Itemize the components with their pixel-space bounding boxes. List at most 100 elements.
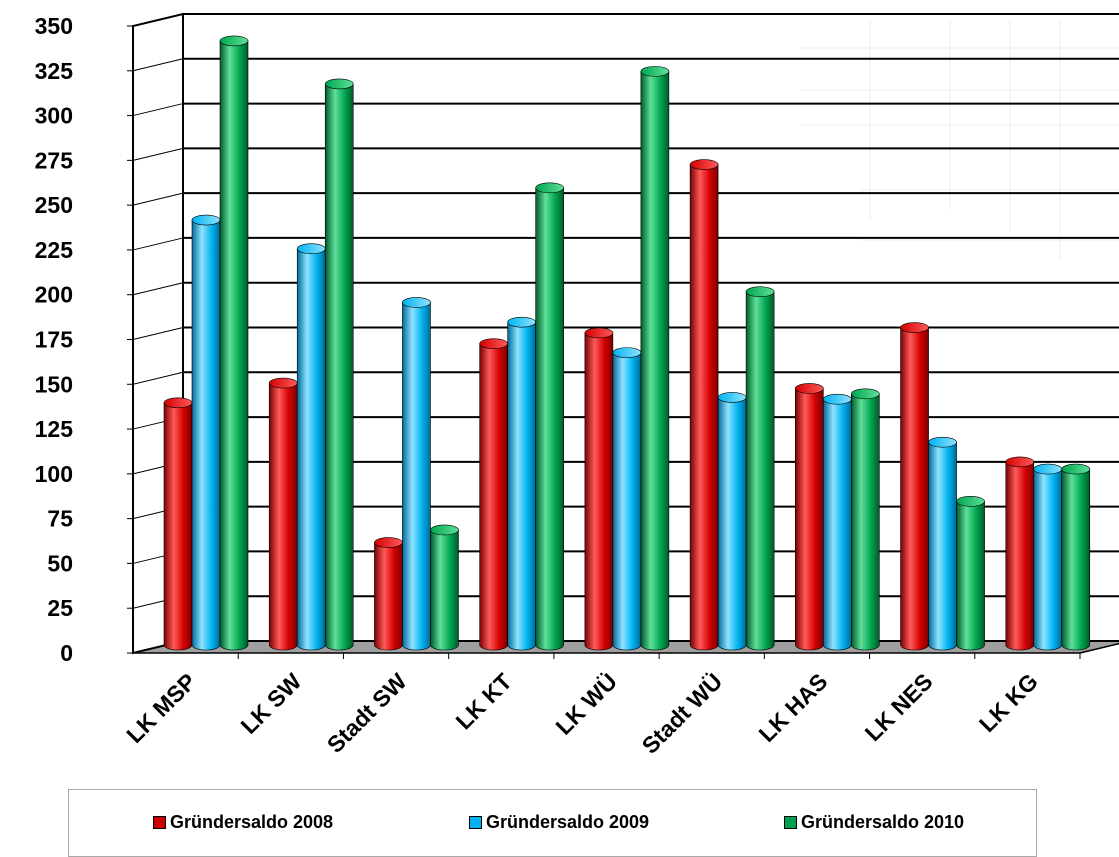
y-tick-label: 150: [35, 371, 73, 397]
x-tick-label: LK NES: [860, 668, 938, 746]
bar-cap-2-3: [536, 183, 564, 193]
bar-body-0-5: [690, 165, 718, 650]
y-axis-ticks: 0255075100125150175200225250275300325350: [35, 13, 133, 666]
bar-body-2-1: [325, 84, 353, 650]
bar-1-8: [1034, 464, 1062, 650]
legend-swatch-2010: [784, 816, 797, 829]
bar-0-0: [164, 398, 192, 650]
bar-body-0-7: [901, 328, 929, 650]
bar-body-0-3: [480, 344, 508, 650]
bar-cap-1-8: [1034, 464, 1062, 474]
background-grid-watermark: [800, 20, 1119, 260]
bar-0-4: [585, 328, 613, 650]
bar-body-0-0: [164, 403, 192, 650]
x-tick-label: LK KT: [451, 668, 517, 734]
y-tick-label: 350: [35, 13, 73, 39]
bar-1-3: [508, 317, 536, 650]
bar-2-2: [430, 525, 458, 650]
bar-cap-0-0: [164, 398, 192, 408]
bar-cap-0-2: [374, 538, 402, 548]
bar-body-1-4: [613, 353, 641, 650]
bar-body-1-1: [297, 249, 325, 650]
bar-cap-2-4: [641, 66, 669, 76]
legend-item-2009: Gründersaldo 2009: [469, 812, 649, 833]
bar-body-1-3: [508, 322, 536, 650]
bar-body-2-7: [957, 501, 985, 650]
bar-body-2-0: [220, 41, 248, 650]
y-tick-label: 325: [35, 58, 74, 84]
bar-body-2-8: [1062, 469, 1090, 650]
bar-cap-0-7: [901, 323, 929, 333]
bar-2-8: [1062, 464, 1090, 650]
bar-1-7: [929, 437, 957, 650]
legend-label-2008: Gründersaldo 2008: [170, 812, 333, 833]
bar-2-1: [325, 79, 353, 650]
y-tick-label: 50: [47, 550, 73, 576]
bar-body-0-1: [269, 383, 297, 650]
y-tick-label: 100: [35, 461, 73, 487]
x-tick-label: LK MSP: [121, 668, 201, 748]
bars: [164, 36, 1090, 650]
bar-body-0-6: [795, 388, 823, 650]
bar-cap-1-4: [613, 348, 641, 358]
bar-chart: 0 25 50 75 100 125 150 175 200 225 250 275 300 325 350…: [0, 0, 1119, 790]
y-tick-label: 275: [35, 147, 74, 173]
bar-cap-1-5: [718, 392, 746, 402]
bar-cap-1-0: [192, 215, 220, 225]
bar-cap-2-8: [1062, 464, 1090, 474]
bar-cap-2-6: [851, 389, 879, 399]
bar-body-1-7: [929, 442, 957, 650]
bar-cap-1-2: [402, 297, 430, 307]
x-tick-label: LK HAS: [754, 668, 833, 747]
bar-cap-2-1: [325, 79, 353, 89]
bar-body-0-8: [1006, 462, 1034, 650]
y-tick-label: 300: [35, 103, 73, 129]
bar-0-6: [795, 383, 823, 650]
bar-body-1-2: [402, 302, 430, 650]
bar-cap-0-8: [1006, 457, 1034, 467]
x-tick-label: Stadt WÜ: [637, 668, 728, 759]
legend-label-2010: Gründersaldo 2010: [801, 812, 964, 833]
y-tick-label: 200: [35, 282, 73, 308]
x-axis-ticks: LK MSP LK SW Stadt SW LK KT LK WÜ Stadt WÜ LK …: [121, 653, 1080, 759]
y-tick-label: 175: [35, 327, 74, 353]
bar-cap-1-3: [508, 317, 536, 327]
bar-cap-1-1: [297, 244, 325, 254]
bar-cap-0-1: [269, 378, 297, 388]
y-tick-label: 25: [47, 595, 73, 621]
bar-body-1-5: [718, 397, 746, 650]
y-tick-label: 250: [35, 192, 73, 218]
bar-body-2-5: [746, 292, 774, 650]
x-tick-label: LK KG: [974, 668, 1043, 737]
bar-1-0: [192, 215, 220, 650]
bar-2-6: [851, 389, 879, 650]
bar-cap-0-5: [690, 160, 718, 170]
bar-cap-2-7: [957, 496, 985, 506]
bar-2-3: [536, 183, 564, 650]
y-tick-label: 75: [47, 506, 73, 532]
bar-cap-2-5: [746, 287, 774, 297]
bar-body-2-2: [430, 530, 458, 650]
bar-2-4: [641, 66, 669, 650]
bar-cap-2-0: [220, 36, 248, 46]
bar-2-5: [746, 287, 774, 650]
bar-cap-0-3: [480, 339, 508, 349]
y-tick-label: 0: [60, 640, 73, 666]
x-tick-label: Stadt SW: [322, 668, 412, 758]
bar-body-2-3: [536, 188, 564, 650]
bar-cap-1-7: [929, 437, 957, 447]
bar-cap-0-6: [795, 383, 823, 393]
bar-body-0-4: [585, 333, 613, 650]
legend-swatch-2009: [469, 816, 482, 829]
bar-body-2-6: [851, 394, 879, 650]
bar-body-0-2: [374, 543, 402, 650]
bar-1-5: [718, 392, 746, 650]
legend-swatch-2008: [153, 816, 166, 829]
legend-item-2008: Gründersaldo 2008: [153, 812, 333, 833]
y-tick-label: 125: [35, 416, 74, 442]
bar-0-7: [901, 323, 929, 650]
bar-body-2-4: [641, 71, 669, 650]
bar-body-1-0: [192, 220, 220, 650]
bar-0-1: [269, 378, 297, 650]
bar-cap-0-4: [585, 328, 613, 338]
